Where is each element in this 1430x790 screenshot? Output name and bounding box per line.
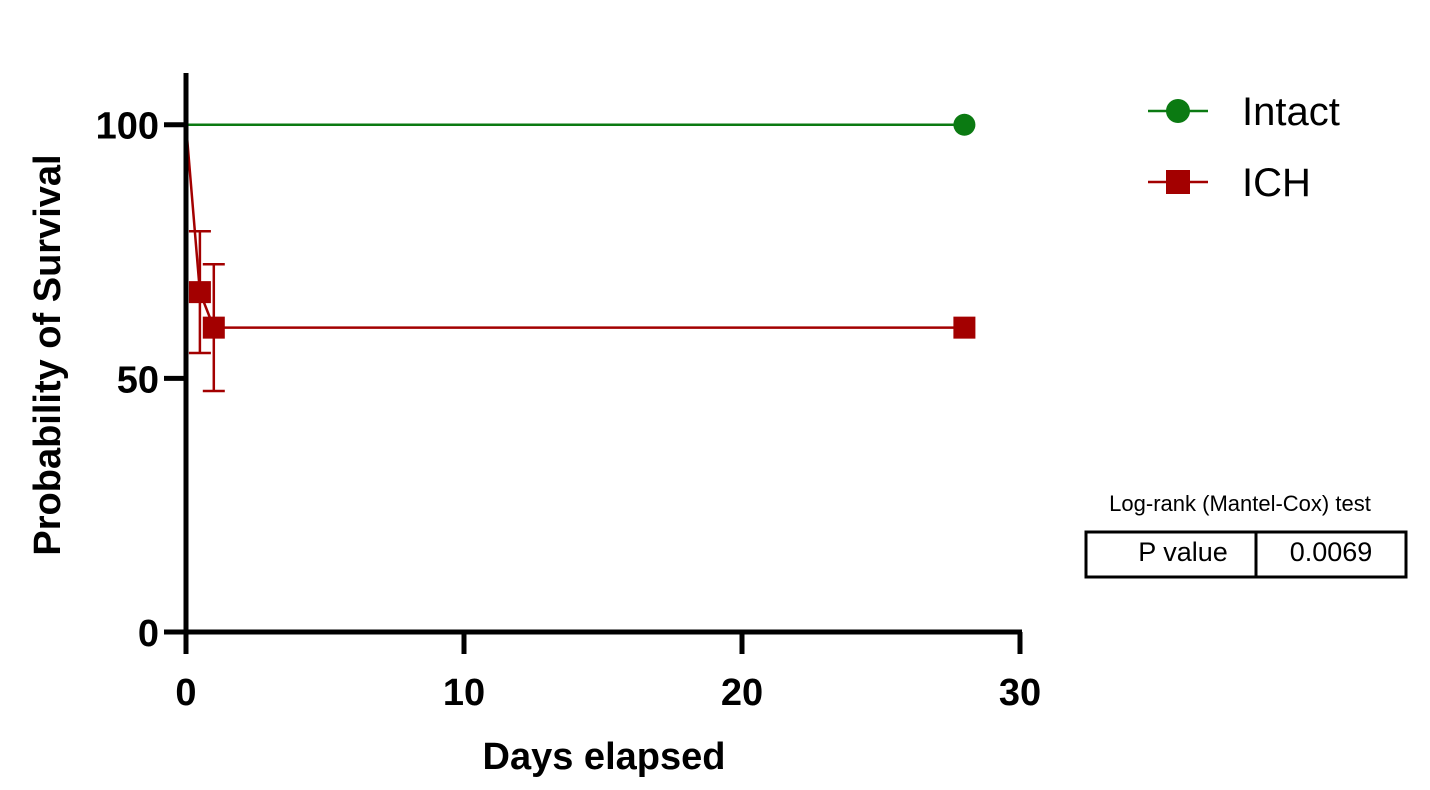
x-tick-label-0: 0: [175, 672, 196, 714]
stats-table: Log-rank (Mantel-Cox) test P value 0.006…: [1084, 491, 1408, 579]
x-axis-title: Days elapsed: [483, 736, 726, 778]
stats-table-border: [1084, 530, 1408, 579]
series-ich: [184, 124, 976, 393]
y-tick-label-1: 50: [117, 359, 159, 401]
x-tick-label-3: 30: [999, 672, 1041, 714]
series-line-ich: [184, 124, 965, 329]
legend-item-ich: ICH: [1148, 161, 1311, 205]
x-tick-label-1: 10: [443, 672, 485, 714]
legend-marker-ich: [1166, 170, 1190, 194]
stats-value: 0.0069: [1290, 537, 1373, 567]
plot-area: [184, 113, 976, 393]
point-ich-2: [202, 316, 225, 339]
legend: Intact ICH: [1148, 90, 1340, 205]
y-tick-label-2: 100: [96, 106, 159, 148]
x-tick-label-2: 20: [721, 672, 763, 714]
ticks: 0 10 20 30 0 50 100: [96, 106, 1042, 714]
legend-item-intact: Intact: [1148, 90, 1340, 134]
series-intact: [186, 113, 976, 136]
stats-label: P value: [1138, 537, 1228, 567]
legend-label-ich: ICH: [1242, 161, 1311, 205]
stats-title: Log-rank (Mantel-Cox) test: [1109, 491, 1371, 516]
point-intact-1: [953, 113, 976, 136]
legend-label-intact: Intact: [1242, 90, 1340, 134]
y-axis-title: Probability of Survival: [27, 154, 69, 555]
point-ich-3: [953, 316, 976, 339]
legend-marker-intact: [1166, 99, 1190, 123]
point-ich-1: [188, 281, 211, 304]
y-tick-label-0: 0: [138, 613, 159, 655]
